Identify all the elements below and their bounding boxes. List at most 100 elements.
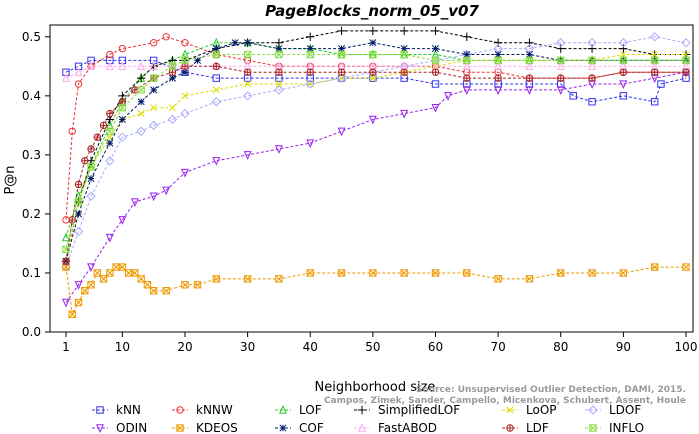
data-point-kdeos (149, 286, 158, 295)
data-point-inflo (149, 74, 158, 82)
data-point-inflo (494, 56, 502, 65)
data-point-kdeos (124, 269, 133, 277)
data-point-ldf (275, 68, 283, 76)
credit-line-1: Source: Unsupervised Outlier Detection, … (416, 385, 686, 395)
data-point-kdeos (193, 281, 202, 289)
data-point-fastabod (556, 61, 565, 71)
data-point-simplifiedlof (525, 38, 534, 47)
data-point-kdeos (181, 281, 189, 289)
data-point-cof (369, 39, 377, 47)
data-point-ldof (681, 38, 691, 48)
data-point-ldf (81, 157, 89, 165)
data-point-cof (525, 50, 533, 59)
data-point-fastabod (105, 61, 114, 71)
data-point-ldf (557, 74, 565, 82)
data-point-odin (118, 216, 127, 225)
data-point-ldf (99, 121, 108, 130)
data-point-kdeos (162, 286, 170, 295)
data-point-simplifiedlof (587, 44, 597, 53)
data-point-cof (150, 86, 158, 94)
data-point-loop (619, 50, 627, 59)
data-point-ldof (148, 120, 159, 131)
data-point-simplifiedlof (399, 26, 409, 36)
data-point-simplifiedlof (368, 26, 378, 36)
legend-label: COF (299, 421, 324, 434)
data-point-cof (431, 45, 440, 53)
data-point-ldf (369, 68, 377, 76)
data-point-ldof (61, 262, 71, 272)
data-point-knnw (106, 50, 114, 59)
legend-item-simplifiedlof: SimplifiedLOF (354, 403, 460, 417)
data-point-loop (651, 50, 659, 59)
data-point-inflo (306, 50, 314, 59)
legend-label: FastABOD (378, 421, 437, 434)
data-point-ldf (588, 74, 596, 82)
legend-label: ODIN (116, 421, 147, 434)
x-tick-label: 80 (553, 340, 568, 354)
data-point-fastabod (588, 61, 597, 71)
data-point-ldof (462, 49, 472, 60)
data-point-fastabod (525, 61, 534, 71)
data-point-knn (212, 74, 221, 82)
data-point-knn (569, 92, 577, 100)
data-point-inflo (137, 86, 145, 94)
legend-label: SimplifiedLOF (378, 403, 460, 417)
legend-marker-inflo (589, 424, 597, 432)
legend-marker-cof (279, 424, 287, 432)
data-point-ldof (117, 132, 128, 142)
data-point-ldf (62, 257, 70, 265)
data-point-ldof (105, 156, 115, 166)
data-point-kdeos (143, 281, 152, 289)
data-point-kdeos (619, 269, 628, 277)
data-point-ldof (180, 108, 190, 119)
x-tick-label: 1 (62, 340, 70, 354)
series-line-ldf (65, 65, 686, 262)
data-point-knn (650, 98, 659, 106)
data-point-cof (338, 45, 346, 53)
data-point-odin (462, 86, 471, 95)
data-point-inflo (557, 56, 565, 65)
series-line-ldof (65, 36, 687, 268)
x-tick-label: 30 (240, 340, 255, 354)
legend-marker-loop (506, 406, 514, 414)
data-point-cof (400, 45, 408, 53)
data-point-kdeos (275, 275, 283, 283)
data-point-ldof (73, 226, 84, 237)
data-point-kdeos (431, 269, 440, 277)
x-tick-label: 70 (490, 340, 505, 354)
data-point-ldof (336, 73, 347, 83)
data-point-cof (118, 115, 126, 124)
data-point-knnw (181, 39, 189, 47)
data-point-loop (150, 104, 158, 112)
legend-label: LDF (526, 421, 549, 434)
data-point-inflo (118, 103, 127, 112)
data-point-odin (181, 168, 189, 178)
data-point-kdeos (463, 269, 471, 277)
data-point-knn (431, 80, 440, 88)
data-point-inflo (62, 245, 70, 254)
data-point-cof (74, 210, 83, 218)
data-point-kdeos (494, 275, 502, 283)
legend-label: LOF (299, 403, 322, 417)
data-point-kdeos (62, 263, 70, 271)
data-point-kdeos (81, 286, 89, 295)
data-point-ldf (337, 68, 346, 76)
y-axis: 0.0 0.1 0.2 0.3 0.4 0.5 (22, 30, 50, 339)
data-point-cof (244, 39, 252, 47)
data-point-cof (168, 74, 177, 82)
series-ldf (62, 62, 690, 265)
data-point-ldof (556, 38, 566, 48)
legend-label: kNNW (196, 403, 233, 417)
series-line-odin (65, 71, 687, 303)
data-point-inflo (74, 198, 83, 206)
y-tick-label: 0.0 (22, 325, 41, 339)
data-point-ldof (587, 38, 597, 48)
data-point-odin (337, 127, 346, 137)
data-point-kdeos (118, 263, 127, 271)
data-point-inflo (212, 50, 221, 59)
legend-item-ldf: LDF (502, 421, 549, 434)
data-point-loop (275, 80, 283, 88)
data-point-fastabod (494, 61, 503, 71)
data-point-ldf (650, 68, 659, 76)
data-point-inflo (650, 56, 659, 65)
